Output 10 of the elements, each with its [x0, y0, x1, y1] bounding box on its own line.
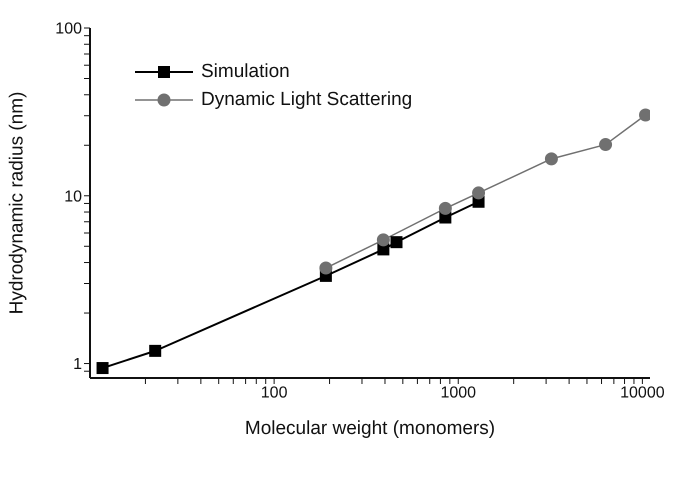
- x-tick-label: 1000: [440, 384, 476, 402]
- y-tick-label: 100: [55, 20, 82, 38]
- y-axis-title: Hydrodynamic radius (nm): [6, 92, 28, 314]
- x-tick-label: 10000: [620, 384, 665, 402]
- x-axis-title: Molecular weight (monomers): [244, 418, 496, 439]
- y-tick-label: 1: [73, 356, 82, 374]
- x-tick-label: 100: [260, 384, 288, 402]
- legend-label: Dynamic Light Scattering: [201, 89, 412, 111]
- y-tick-label: 10: [64, 188, 82, 206]
- legend-label: Simulation: [201, 61, 290, 83]
